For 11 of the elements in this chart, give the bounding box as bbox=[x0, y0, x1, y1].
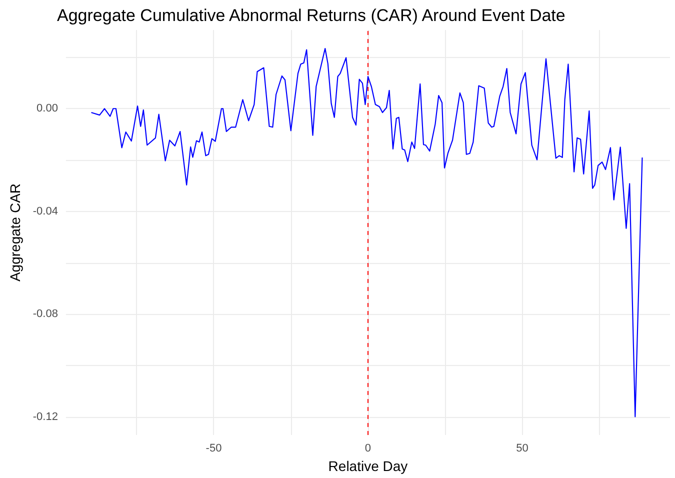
x-tick-label: -50 bbox=[206, 442, 222, 454]
x-tick-label: 50 bbox=[516, 442, 528, 454]
x-tick-label: 0 bbox=[364, 442, 372, 454]
x-axis-title: Relative Day bbox=[328, 458, 408, 474]
chart-title: Aggregate Cumulative Abnormal Returns (CAR) Around Event Date bbox=[57, 6, 566, 25]
y-tick-label: 0.00 bbox=[36, 102, 58, 115]
y-tick-label: -0.12 bbox=[32, 411, 58, 424]
y-axis-title: Aggregate CAR bbox=[7, 183, 23, 282]
y-tick-label: -0.04 bbox=[32, 205, 58, 218]
line-series bbox=[90, 48, 643, 418]
y-tick-label: -0.08 bbox=[32, 308, 58, 320]
